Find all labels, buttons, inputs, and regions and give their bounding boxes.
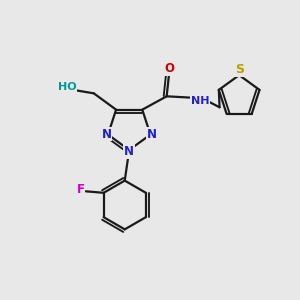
Text: N: N (147, 128, 157, 140)
Text: N: N (124, 145, 134, 158)
Text: N: N (101, 128, 112, 140)
Text: S: S (235, 63, 244, 76)
Text: NH: NH (191, 96, 209, 106)
Text: O: O (164, 62, 174, 75)
Text: F: F (76, 183, 84, 196)
Text: HO: HO (58, 82, 76, 92)
